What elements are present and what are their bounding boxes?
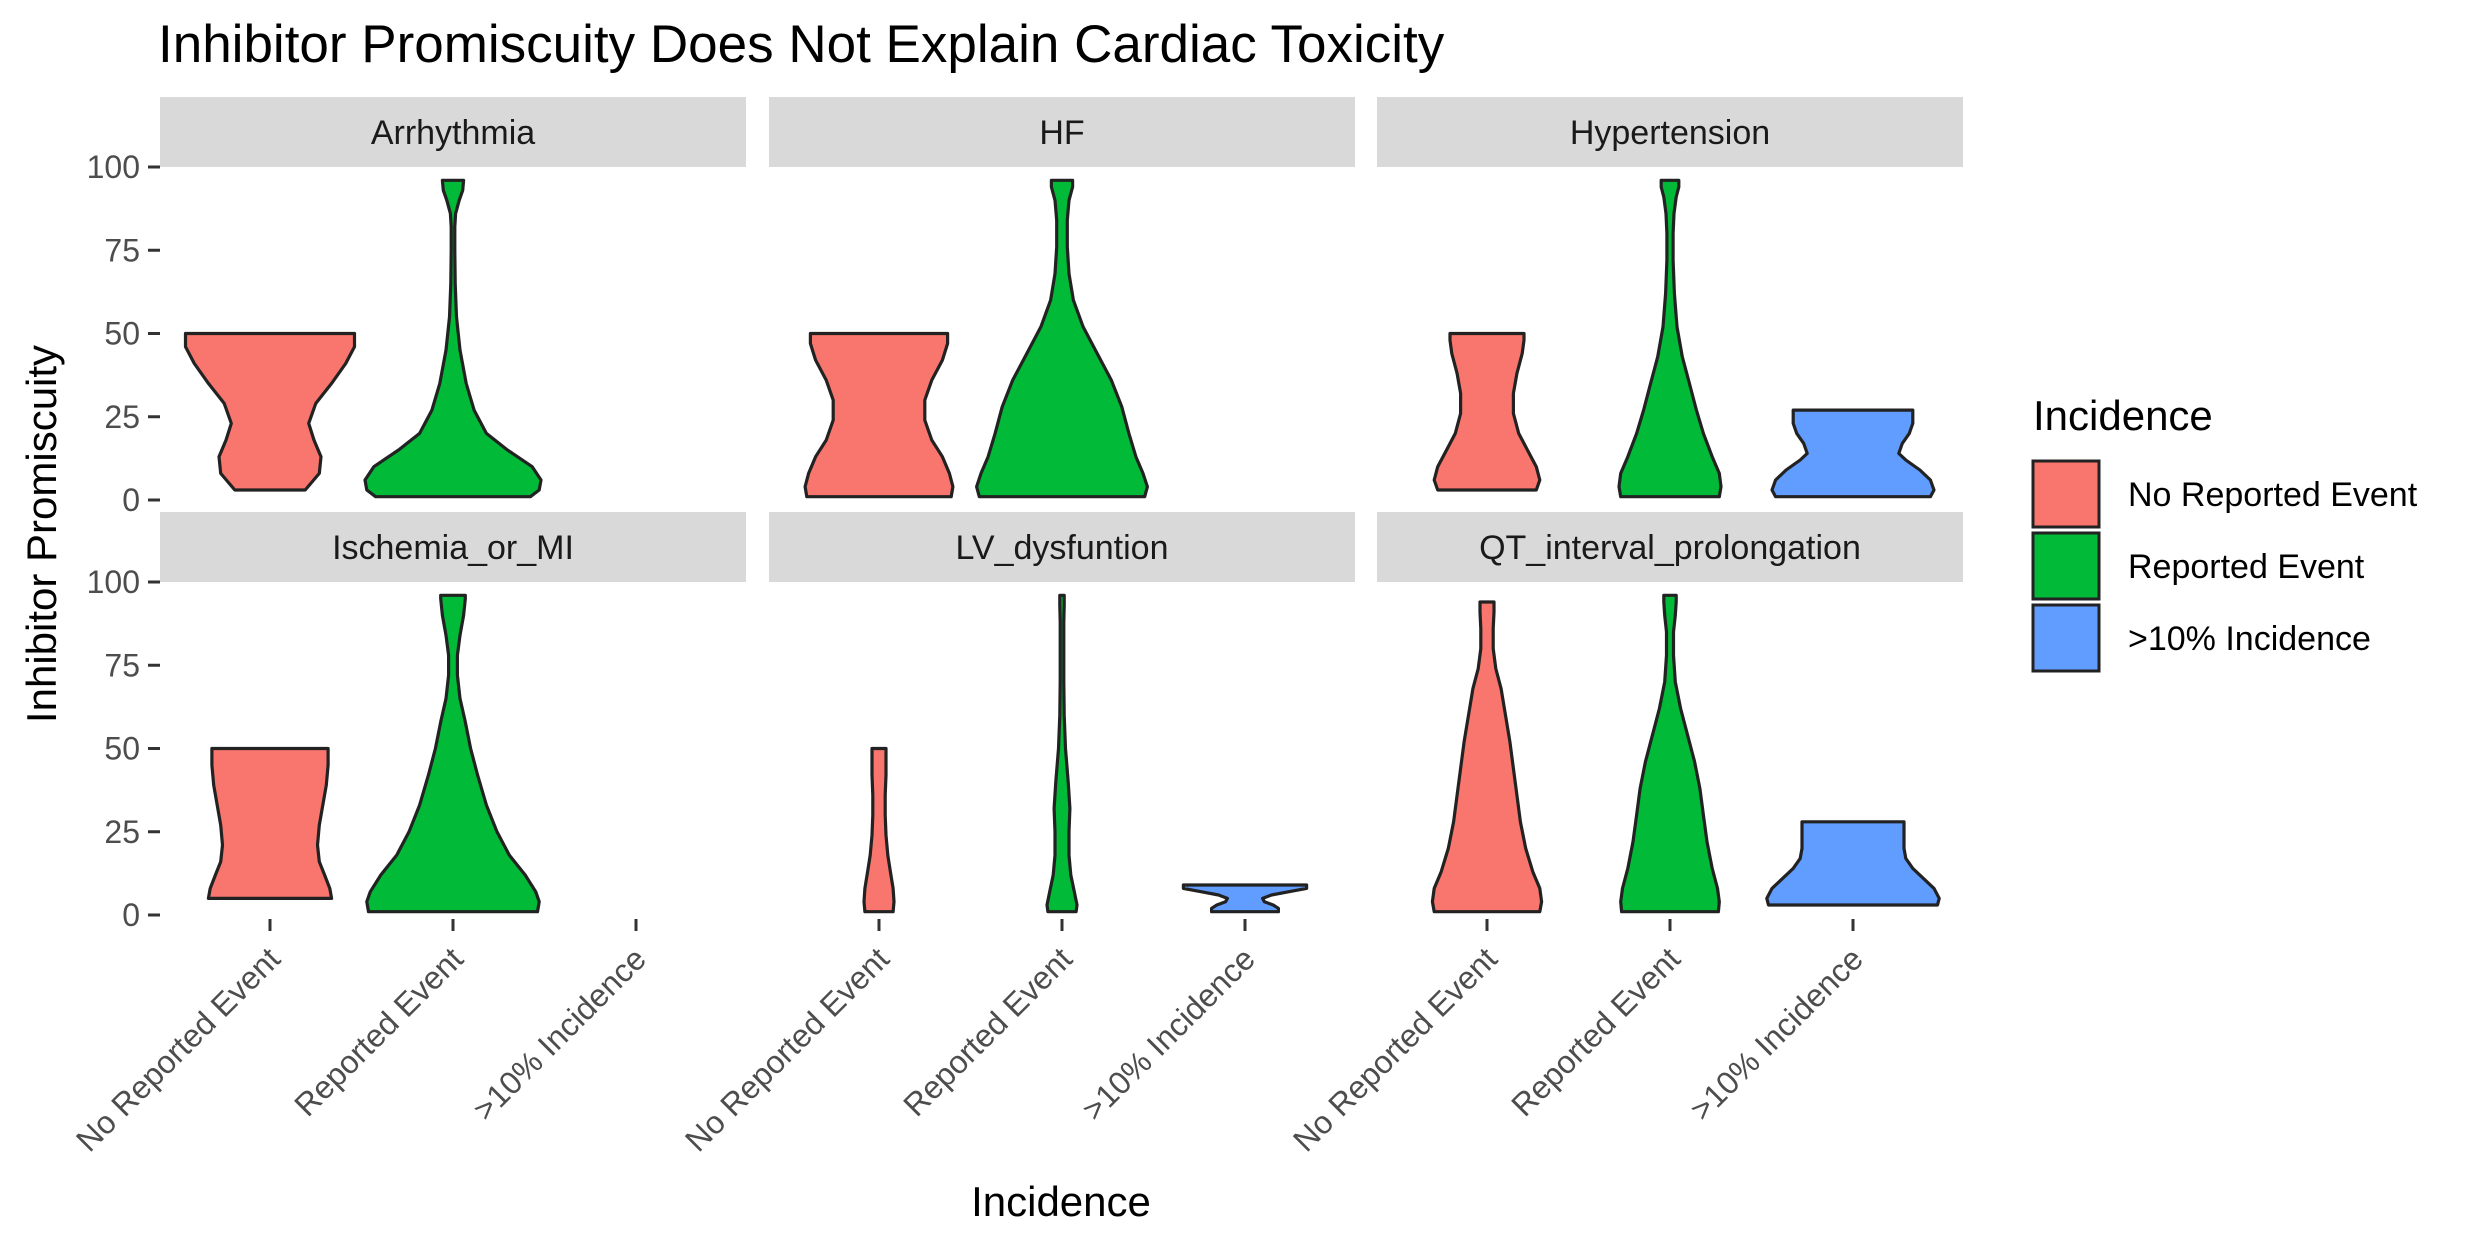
legend-label: Reported Event — [2128, 548, 2365, 586]
legend-title: Incidence — [2033, 392, 2213, 439]
facet-strip — [160, 512, 746, 582]
legend-label: No Reported Event — [2128, 476, 2418, 514]
legend-label: >10% Incidence — [2128, 620, 2371, 658]
violin — [183, 331, 357, 492]
violin — [862, 746, 896, 914]
facet-strip-label: Hypertension — [1570, 114, 1770, 152]
x-tick-label: >10% Incidence — [1683, 940, 1870, 1127]
legend-key — [2031, 603, 2101, 673]
violin — [1430, 600, 1544, 914]
y-tick-label: 0 — [122, 482, 140, 518]
legend-key — [2031, 459, 2101, 529]
facet-panel: Arrhythmia 0 25 50 75 100 — [87, 97, 746, 518]
x-axis-title: Incidence — [971, 1178, 1151, 1225]
facet-strip-label: HF — [1039, 114, 1084, 152]
x-tick-label: Reported Event — [896, 940, 1079, 1123]
y-axis-title: Inhibitor Promiscuity — [18, 345, 65, 723]
facet-strip-label: Arrhythmia — [371, 114, 535, 152]
facet-panel: Ischemia_or_MI 0 25 50 75 100 — [87, 512, 746, 933]
facet-panel: HF — [769, 97, 1355, 499]
facet-strip — [1377, 512, 1963, 582]
x-axis-layer: No Reported Event Reported Event>10% Inci… — [69, 919, 1870, 1158]
violin — [975, 178, 1149, 499]
violin — [1045, 593, 1079, 914]
facet-strip-label: Ischemia_or_MI — [332, 529, 574, 567]
y-tick-label: 25 — [104, 399, 140, 435]
chart-title: Inhibitor Promiscuity Does Not Explain C… — [158, 15, 1445, 74]
y-tick-label: 100 — [87, 564, 140, 600]
violin — [365, 593, 541, 914]
violin — [1770, 408, 1936, 499]
y-tick-label: 25 — [104, 814, 140, 850]
violin — [1765, 820, 1941, 907]
y-tick-label: 75 — [104, 232, 140, 268]
x-tick-label: No Reported Event — [69, 940, 287, 1158]
violin — [206, 746, 334, 900]
x-tick-label: Reported Event — [1504, 940, 1687, 1123]
y-tick-label: 50 — [104, 731, 140, 767]
y-tick-label: 75 — [104, 647, 140, 683]
x-tick-label: No Reported Event — [678, 940, 896, 1158]
violin — [1181, 883, 1309, 914]
violin — [1432, 331, 1542, 492]
y-tick-label: 0 — [122, 897, 140, 933]
facet-strip — [160, 97, 746, 167]
facet-strip-label: LV_dysfuntion — [956, 529, 1169, 567]
x-tick-label: No Reported Event — [1286, 940, 1504, 1158]
legend-key — [2031, 531, 2101, 601]
violin — [363, 178, 543, 499]
y-tick-label: 100 — [87, 149, 140, 185]
legend: Incidence No Reported Event Reported Even… — [2031, 392, 2418, 673]
violin — [803, 331, 955, 499]
x-tick-label: >10% Incidence — [1075, 940, 1262, 1127]
legend-keys: No Reported Event Reported Event >10% Inci… — [2031, 459, 2418, 673]
x-tick-label: Reported Event — [287, 940, 470, 1123]
facet-panel: QT_interval_prolongation — [1377, 512, 1963, 914]
facet-strip — [1377, 97, 1963, 167]
facet-strip-label: QT_interval_prolongation — [1479, 529, 1861, 567]
facet-strip — [769, 97, 1355, 167]
facet-strip — [769, 512, 1355, 582]
panels-layer: Arrhythmia 0 25 50 75 100 HF Hypertension Ischem… — [87, 97, 1963, 933]
violin — [1619, 593, 1721, 914]
y-tick-label: 50 — [104, 316, 140, 352]
violin — [1617, 178, 1723, 499]
x-tick-label: >10% Incidence — [466, 940, 653, 1127]
facet-panel: Hypertension — [1377, 97, 1963, 499]
facet-panel: LV_dysfuntion — [769, 512, 1355, 914]
